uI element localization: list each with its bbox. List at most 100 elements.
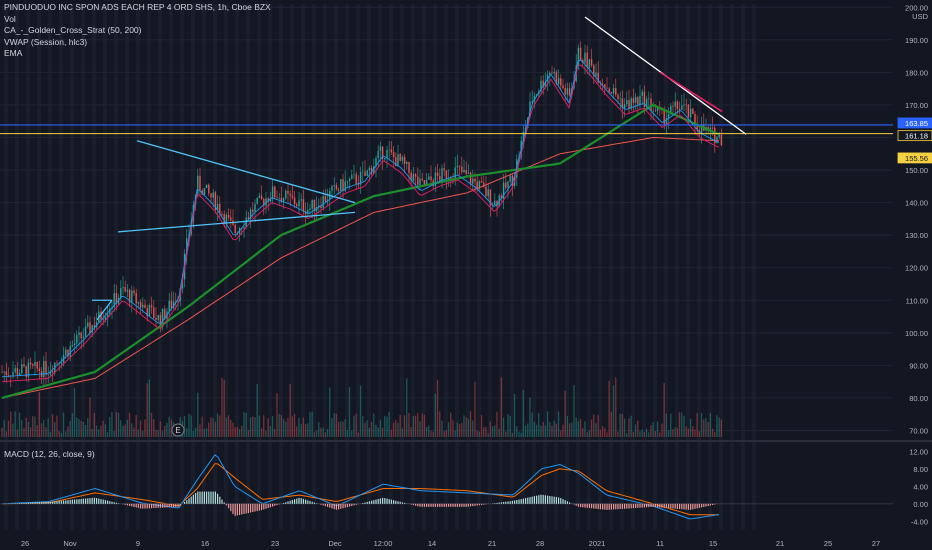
volume-bar	[269, 426, 271, 437]
time-tick-label: Nov	[63, 539, 77, 548]
volume-bar	[7, 420, 10, 437]
volume-bar	[414, 415, 417, 437]
macd-histogram-bar	[91, 497, 93, 504]
volume-bar	[80, 420, 82, 437]
macd-histogram-bar	[648, 503, 650, 508]
macd-histogram-bar	[703, 503, 705, 507]
macd-label[interactable]: MACD (12, 26, close, 9)	[4, 449, 95, 459]
candle-body	[419, 178, 421, 185]
macd-histogram-bar	[588, 503, 590, 509]
volume-bar	[720, 419, 722, 437]
session-band	[543, 4, 547, 530]
candle-body	[654, 110, 657, 112]
macd-histogram-bar	[593, 503, 595, 509]
macd-histogram-bar	[498, 502, 500, 504]
candle-body	[258, 195, 261, 198]
volume-bar	[401, 428, 403, 437]
session-band	[411, 4, 415, 530]
candle-body	[47, 374, 49, 375]
volume-bar	[291, 416, 293, 437]
macd-histogram-bar	[349, 503, 351, 507]
session-band	[114, 4, 118, 530]
macd-histogram-bar	[25, 502, 27, 504]
macd-histogram-bar	[476, 503, 478, 506]
candle-body	[641, 91, 643, 96]
strategy-label[interactable]: CA_-_Golden_Cross_Strat (50, 200)	[4, 25, 142, 35]
macd-histogram-bar	[681, 503, 683, 510]
symbol-title[interactable]: PINDUODUO INC SPON ADS EACH REP 4 ORD SH…	[4, 2, 271, 12]
trendlines[interactable]: E	[0, 16, 893, 437]
volume-bar	[674, 427, 676, 437]
macd-histogram-bar	[43, 502, 45, 504]
macd-histogram-bar	[582, 503, 584, 508]
session-band	[70, 4, 74, 530]
macd-histogram-bar	[404, 502, 406, 504]
macd-histogram-bar	[452, 503, 454, 507]
macd-histogram-bar	[214, 491, 216, 504]
volume-bar	[584, 421, 586, 437]
candle-body	[445, 170, 448, 180]
volume-bar	[43, 420, 45, 437]
macd-histogram-bar	[613, 503, 615, 510]
chart-legend: PINDUODUO INC SPON ADS EACH REP 4 ORD SH…	[4, 2, 271, 60]
macd-histogram-bar	[366, 501, 368, 504]
candle-body	[348, 178, 351, 181]
volume-bar	[496, 411, 498, 437]
candle-body	[694, 114, 696, 125]
volume-bar	[597, 415, 599, 437]
volume-bar	[441, 420, 443, 437]
volume-bar	[511, 432, 513, 437]
price-tag-label: 155.56	[905, 154, 928, 163]
candle-body	[186, 237, 188, 254]
volume-bar	[630, 415, 632, 437]
session-band	[26, 4, 30, 530]
session-band	[37, 4, 41, 530]
volume-bar	[436, 379, 439, 437]
macd-histogram-bar	[643, 503, 645, 508]
volume-bar	[362, 416, 364, 437]
candle-body	[421, 178, 423, 181]
volume-bar	[652, 422, 654, 437]
volume-bar	[430, 430, 432, 437]
volume-bar	[601, 426, 604, 437]
volume-bar	[355, 413, 357, 437]
macd-histogram-bar	[63, 500, 65, 504]
volume-bar	[69, 421, 71, 437]
macd-histogram-bar	[324, 503, 326, 507]
volume-bar	[344, 419, 346, 437]
session-band	[400, 4, 404, 530]
vwap-label[interactable]: VWAP (Session, hlc3)	[4, 36, 88, 47]
volume-bar	[590, 419, 593, 437]
candle-body	[139, 302, 142, 308]
volume-bar	[632, 432, 634, 437]
candle-body	[494, 200, 496, 205]
volume-bar	[612, 385, 615, 437]
macd-histogram-bar	[564, 500, 566, 504]
volume-bar	[694, 429, 696, 437]
volume-bar	[120, 420, 122, 437]
volume-label[interactable]: Vol	[4, 13, 16, 24]
candle-body	[51, 371, 54, 373]
macd-histogram-bar	[300, 498, 302, 504]
candle-body	[623, 104, 626, 109]
volume-bar	[577, 421, 579, 437]
candle-body	[689, 108, 692, 118]
volume-bar	[357, 432, 359, 437]
volume-bar	[62, 412, 65, 437]
macd-histogram-bar	[276, 503, 278, 506]
volume-bar	[659, 432, 661, 437]
candle-body	[113, 293, 115, 308]
candle-body	[652, 110, 654, 112]
candle-body	[318, 205, 320, 208]
macd-histogram-bar	[652, 503, 654, 507]
ema-label[interactable]: EMA	[4, 48, 23, 58]
volume-bar	[529, 397, 531, 437]
candle-body	[439, 175, 441, 181]
volume-bar	[227, 415, 230, 437]
macd-histogram-bar	[632, 503, 634, 509]
volume-bar	[555, 423, 557, 437]
candle-body	[359, 172, 362, 185]
volume-bar	[10, 411, 12, 437]
time-tick-label: 12:00	[374, 539, 393, 548]
